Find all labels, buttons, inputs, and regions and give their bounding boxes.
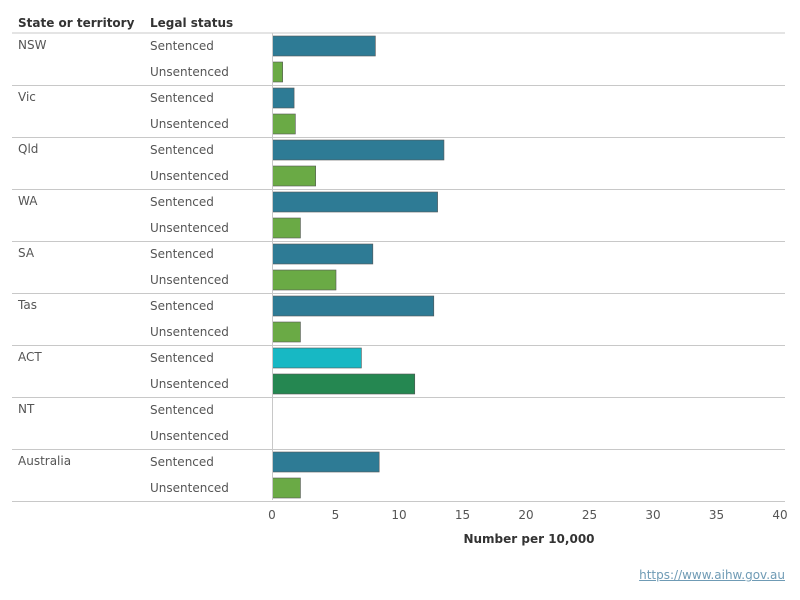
legal-status-label: Unsentenced xyxy=(150,117,229,131)
legal-status-label: Sentenced xyxy=(150,39,214,53)
bar xyxy=(272,243,374,265)
bar xyxy=(272,87,295,109)
legal-status-label: Unsentenced xyxy=(150,481,229,495)
x-tick-label: 35 xyxy=(709,508,724,522)
bar xyxy=(272,477,301,499)
state-label: WA xyxy=(18,194,38,208)
legal-status-label: Sentenced xyxy=(150,247,214,261)
bar xyxy=(272,269,337,291)
legal-status-label: Sentenced xyxy=(150,299,214,313)
bar xyxy=(272,113,296,135)
x-axis-ticks: 0 5 10 15 20 25 30 35 40 xyxy=(268,508,787,522)
state-label: SA xyxy=(18,246,35,260)
x-axis-title: Number per 10,000 xyxy=(463,532,594,546)
bar xyxy=(272,451,380,473)
legal-status-label: Unsentenced xyxy=(150,221,229,235)
state-label: NT xyxy=(18,402,35,416)
bar xyxy=(272,61,283,83)
x-tick-label: 0 xyxy=(268,508,276,522)
source-link[interactable]: https://www.aihw.gov.au xyxy=(639,568,785,582)
state-label: Australia xyxy=(18,454,71,468)
legal-status-label: Sentenced xyxy=(150,351,214,365)
legal-status-label: Sentenced xyxy=(150,455,214,469)
x-tick-label: 30 xyxy=(645,508,660,522)
legal-status-label: Sentenced xyxy=(150,143,214,157)
legal-status-label: Sentenced xyxy=(150,403,214,417)
x-tick-label: 20 xyxy=(518,508,533,522)
x-tick-label: 10 xyxy=(391,508,406,522)
bar xyxy=(272,35,376,57)
status-column-header: Legal status xyxy=(150,16,233,30)
bar xyxy=(272,165,316,187)
state-label: ACT xyxy=(18,350,42,364)
legal-status-label: Sentenced xyxy=(150,91,214,105)
bar xyxy=(272,295,435,317)
bar xyxy=(272,191,438,213)
legal-status-label: Unsentenced xyxy=(150,429,229,443)
bar xyxy=(272,347,362,369)
state-label: Vic xyxy=(18,90,36,104)
legal-status-label: Unsentenced xyxy=(150,325,229,339)
x-tick-label: 5 xyxy=(332,508,340,522)
x-tick-label: 25 xyxy=(582,508,597,522)
legal-status-label: Sentenced xyxy=(150,195,214,209)
state-label: Qld xyxy=(18,142,38,156)
bar xyxy=(272,321,301,343)
legal-status-label: Unsentenced xyxy=(150,273,229,287)
chart-rows: NSW Sentenced Unsentenced Vic Sentenced Unsen… xyxy=(12,35,785,502)
legal-status-label: Unsentenced xyxy=(150,169,229,183)
state-column-header: State or territory xyxy=(18,16,135,30)
legal-status-label: Unsentenced xyxy=(150,377,229,391)
state-label: NSW xyxy=(18,38,47,52)
x-tick-label: 15 xyxy=(455,508,470,522)
state-label: Tas xyxy=(17,298,37,312)
bar xyxy=(272,139,445,161)
bar xyxy=(272,373,416,395)
legal-status-label: Unsentenced xyxy=(150,65,229,79)
bar xyxy=(272,217,301,239)
x-tick-label: 40 xyxy=(772,508,787,522)
